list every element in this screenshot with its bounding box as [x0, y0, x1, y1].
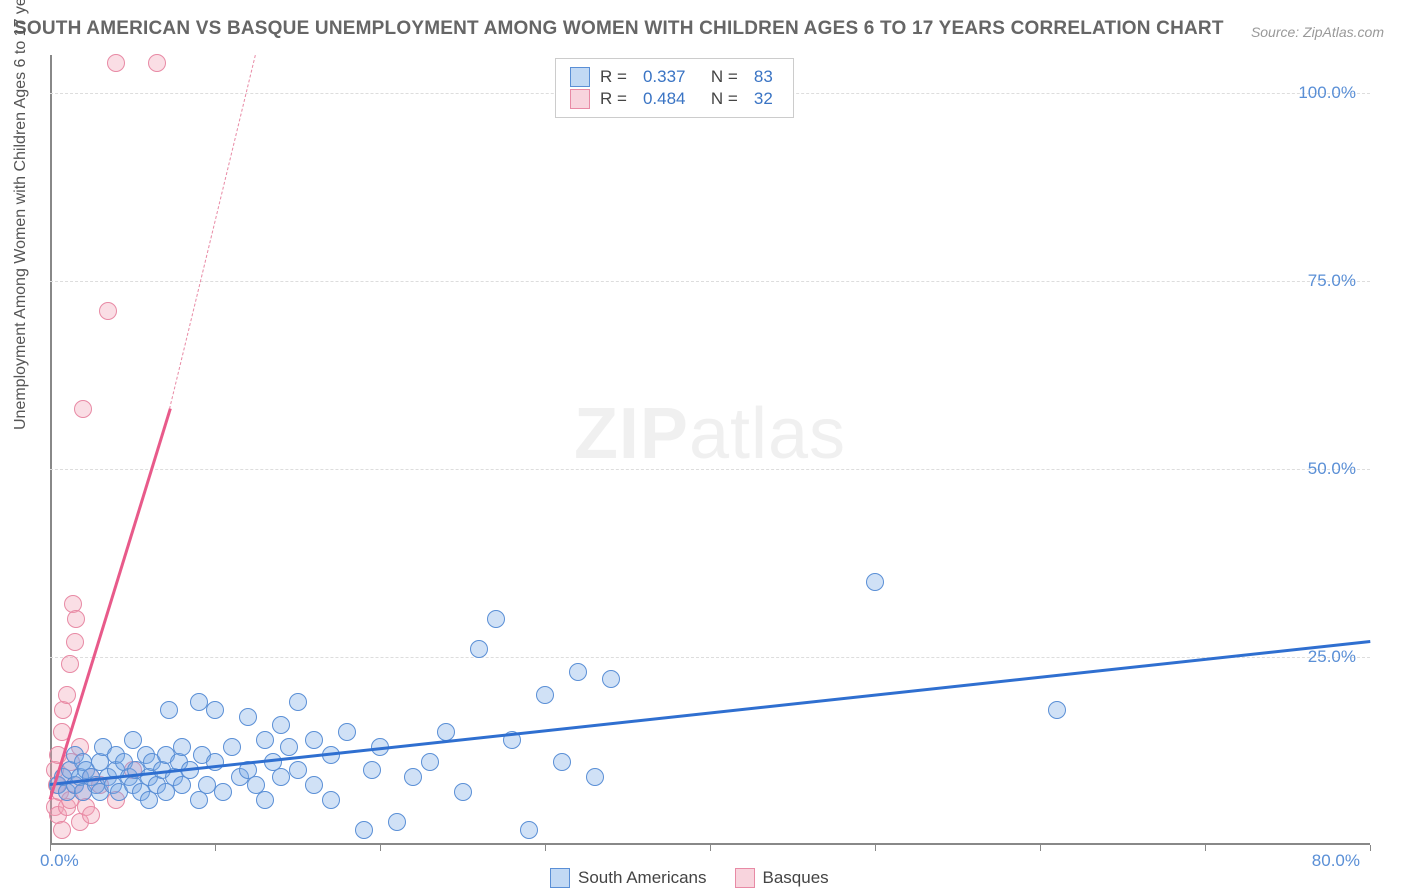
point-south-american: [190, 693, 208, 711]
legend-swatch: [735, 868, 755, 888]
point-south-american: [338, 723, 356, 741]
legend-n-value: 32: [754, 89, 773, 109]
point-south-american: [866, 573, 884, 591]
legend-series-label: South Americans: [578, 868, 707, 888]
legend-swatch: [570, 67, 590, 87]
point-south-american: [536, 686, 554, 704]
point-south-american: [355, 821, 373, 839]
point-basque: [107, 54, 125, 72]
legend-series-label: Basques: [763, 868, 829, 888]
point-south-american: [569, 663, 587, 681]
point-basque: [99, 302, 117, 320]
y-axis-label: Unemployment Among Women with Children A…: [12, 0, 30, 430]
point-south-american: [214, 783, 232, 801]
point-south-american: [239, 708, 257, 726]
legend-series-item: Basques: [735, 868, 829, 888]
point-south-american: [305, 731, 323, 749]
point-south-american: [1048, 701, 1066, 719]
point-south-american: [124, 731, 142, 749]
legend-n-label: N =: [701, 67, 737, 87]
point-south-american: [602, 670, 620, 688]
legend-r-label: R =: [600, 89, 627, 109]
legend-correlation-row: R = 0.337 N = 83: [570, 67, 779, 87]
y-axis-line: [50, 55, 52, 845]
point-south-american: [289, 693, 307, 711]
point-basque: [53, 821, 71, 839]
point-basque: [61, 655, 79, 673]
legend-swatch: [550, 868, 570, 888]
point-basque: [54, 701, 72, 719]
point-south-american: [388, 813, 406, 831]
point-south-american: [454, 783, 472, 801]
point-south-american: [586, 768, 604, 786]
point-south-american: [206, 701, 224, 719]
series-legend: South Americans Basques: [550, 868, 829, 888]
point-basque: [74, 400, 92, 418]
gridline: [50, 469, 1370, 470]
x-tick-label: 80.0%: [1312, 851, 1360, 871]
point-south-american: [305, 776, 323, 794]
x-tick: [545, 845, 546, 851]
y-tick-label: 50.0%: [1308, 459, 1356, 479]
legend-r-value: 0.484: [643, 89, 686, 109]
point-basque: [66, 633, 84, 651]
point-south-american: [173, 738, 191, 756]
point-south-american: [223, 738, 241, 756]
point-south-american: [256, 731, 274, 749]
y-tick-label: 25.0%: [1308, 647, 1356, 667]
x-tick-label: 0.0%: [40, 851, 79, 871]
point-south-american: [289, 761, 307, 779]
x-tick: [1040, 845, 1041, 851]
point-south-american: [160, 701, 178, 719]
point-south-american: [520, 821, 538, 839]
source-attribution: Source: ZipAtlas.com: [1251, 24, 1384, 40]
point-south-american: [198, 776, 216, 794]
x-tick: [1205, 845, 1206, 851]
x-tick: [1370, 845, 1371, 851]
point-south-american: [272, 716, 290, 734]
legend-correlation-row: R = 0.484 N = 32: [570, 89, 779, 109]
trend-line-basque: [169, 55, 256, 409]
legend-r-label: R =: [600, 67, 627, 87]
point-basque: [58, 686, 76, 704]
point-basque: [82, 806, 100, 824]
x-tick: [380, 845, 381, 851]
x-tick: [710, 845, 711, 851]
point-basque: [148, 54, 166, 72]
correlation-legend: R = 0.337 N = 83 R = 0.484 N = 32: [555, 58, 794, 118]
legend-n-label: N =: [701, 89, 737, 109]
x-tick: [215, 845, 216, 851]
chart-title: SOUTH AMERICAN VS BASQUE UNEMPLOYMENT AM…: [14, 18, 1224, 40]
point-south-american: [256, 791, 274, 809]
point-south-american: [363, 761, 381, 779]
point-south-american: [404, 768, 422, 786]
point-south-american: [272, 768, 290, 786]
watermark: ZIPatlas: [574, 393, 846, 475]
point-south-american: [553, 753, 571, 771]
x-tick: [875, 845, 876, 851]
legend-swatch: [570, 89, 590, 109]
point-south-american: [322, 791, 340, 809]
point-basque: [67, 610, 85, 628]
point-south-american: [470, 640, 488, 658]
point-south-american: [487, 610, 505, 628]
scatter-plot: ZIPatlas 25.0%50.0%75.0%100.0%0.0%80.0%: [50, 55, 1370, 845]
y-tick-label: 100.0%: [1298, 83, 1356, 103]
y-tick-label: 75.0%: [1308, 271, 1356, 291]
legend-n-value: 83: [754, 67, 773, 87]
point-south-american: [280, 738, 298, 756]
gridline: [50, 281, 1370, 282]
legend-r-value: 0.337: [643, 67, 686, 87]
gridline: [50, 657, 1370, 658]
point-south-american: [421, 753, 439, 771]
legend-series-item: South Americans: [550, 868, 707, 888]
